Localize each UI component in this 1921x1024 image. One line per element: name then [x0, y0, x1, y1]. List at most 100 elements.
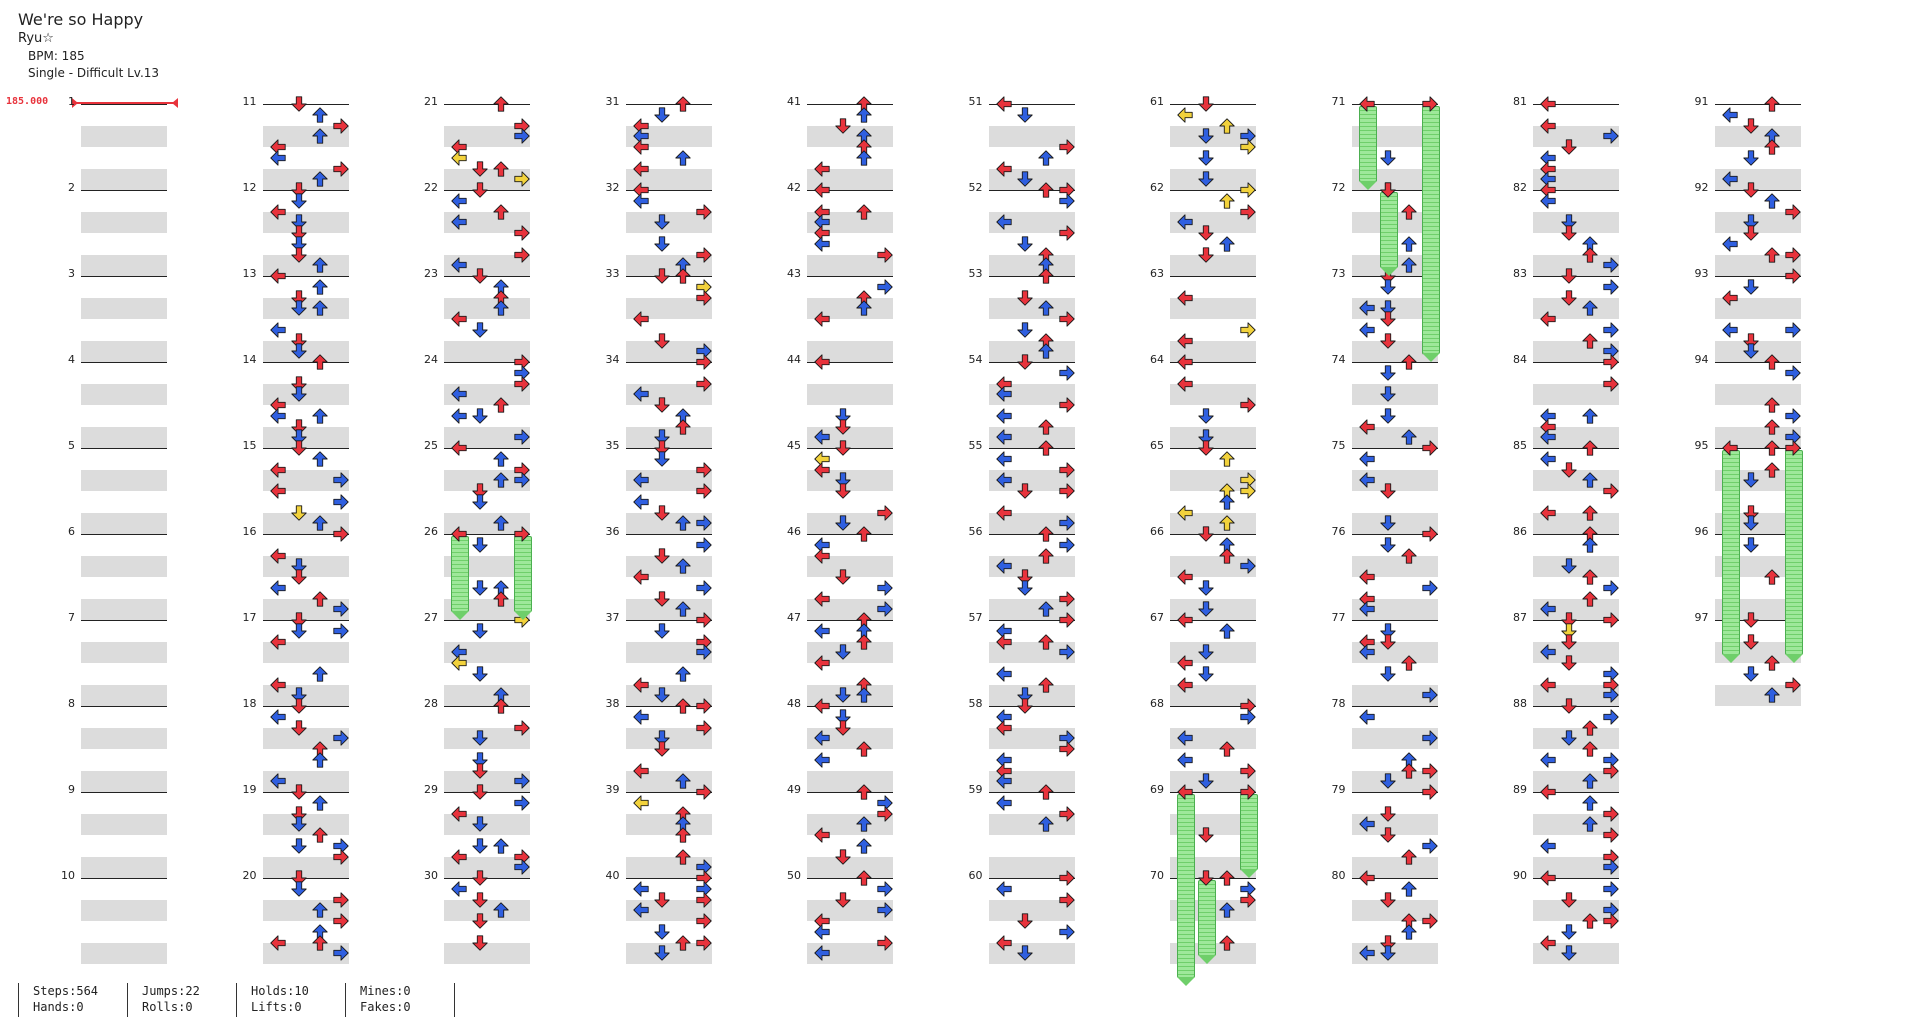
step-arrow — [632, 880, 650, 898]
step-arrow — [1379, 482, 1397, 500]
step-arrow — [1539, 192, 1557, 210]
measure-number: 38 — [605, 697, 620, 710]
step-arrow — [1602, 880, 1620, 898]
step-arrow — [1742, 611, 1760, 629]
step-arrow — [995, 504, 1013, 522]
step-arrow — [813, 547, 831, 565]
beat-band — [444, 770, 530, 792]
step-arrow — [1358, 815, 1376, 833]
measure-number: 27 — [424, 611, 438, 624]
measure-number: 70 — [1150, 869, 1164, 882]
step-arrow — [1058, 590, 1076, 608]
measure-number: 48 — [787, 697, 801, 710]
step-arrow — [471, 622, 489, 640]
measure: 46 — [787, 526, 897, 620]
measure-number: 29 — [424, 783, 438, 796]
step-arrow — [1742, 181, 1760, 199]
step-arrow — [1763, 192, 1781, 210]
beat-band — [988, 856, 1075, 878]
measure: 20 — [243, 870, 353, 964]
step-arrow — [471, 837, 489, 855]
step-arrow — [855, 837, 873, 855]
step-arrow — [813, 203, 831, 221]
hold-head-arrow — [1239, 783, 1257, 801]
step-arrow — [1358, 708, 1376, 726]
step-arrow — [332, 525, 350, 543]
step-arrow — [1539, 149, 1557, 167]
step-arrow — [1176, 568, 1194, 586]
measure: 66 — [1150, 526, 1260, 620]
step-arrow — [269, 407, 287, 425]
measure: 88 — [1513, 698, 1623, 792]
step-arrow — [1239, 482, 1257, 500]
beat-band — [262, 856, 349, 878]
step-arrow — [311, 170, 329, 188]
measure-line — [1533, 448, 1619, 449]
chart-stats: Steps:564 Hands:0 Jumps:22 Rolls:0 Holds… — [18, 983, 455, 1017]
measure: 17 — [243, 612, 353, 706]
beat-band — [81, 555, 167, 577]
beat-band — [444, 211, 530, 233]
stat-fakes: Fakes:0 — [360, 1000, 411, 1014]
measure-number: 85 — [1513, 439, 1527, 452]
step-arrow — [1539, 934, 1557, 952]
step-arrow — [1176, 375, 1194, 393]
measure-number: 94 — [1694, 353, 1709, 366]
step-arrow — [450, 643, 468, 661]
step-arrow — [855, 633, 873, 651]
measure: 58 — [969, 698, 1079, 792]
beat-band — [807, 297, 893, 319]
beat-band — [807, 340, 893, 362]
step-arrow — [1037, 783, 1055, 801]
step-arrow — [695, 697, 713, 715]
step-arrow — [1581, 504, 1599, 522]
beat-band — [81, 856, 167, 878]
step-arrow — [311, 106, 329, 124]
measure: 78 — [1332, 698, 1442, 792]
measure-number: 72 — [1331, 181, 1346, 194]
measure-number: 78 — [1331, 697, 1346, 710]
step-arrow — [653, 504, 671, 522]
step-arrow — [332, 160, 350, 178]
beat-band — [625, 770, 712, 792]
step-arrow — [1742, 213, 1760, 231]
step-arrow — [1218, 901, 1236, 919]
measure-line — [262, 362, 349, 363]
hold-note — [1198, 880, 1216, 964]
measure-number: 34 — [605, 353, 620, 366]
step-arrow — [269, 267, 287, 285]
step-arrow — [813, 622, 831, 640]
measure-number: 91 — [1694, 95, 1709, 108]
step-arrow — [1539, 869, 1557, 887]
beat-band — [1170, 684, 1256, 706]
step-arrow — [1560, 923, 1578, 941]
measure-number: 20 — [242, 869, 257, 882]
measure-number: 21 — [424, 95, 438, 108]
hold-head-arrow — [1784, 439, 1802, 457]
step-arrow — [513, 772, 531, 790]
step-arrow — [1379, 633, 1397, 651]
step-arrow — [1602, 805, 1620, 823]
step-arrow — [1016, 686, 1034, 704]
beat-band — [262, 727, 349, 749]
step-arrow — [1721, 170, 1739, 188]
measure: 48 — [787, 698, 897, 792]
measure-number: 39 — [605, 783, 620, 796]
step-arrow — [653, 235, 671, 253]
step-arrow — [269, 708, 287, 726]
step-arrow — [1239, 396, 1257, 414]
measure: 9 — [68, 784, 171, 878]
step-arrow — [332, 912, 350, 930]
step-arrow — [632, 181, 650, 199]
step-arrow — [1784, 246, 1802, 264]
hold-head-arrow — [1197, 869, 1215, 887]
step-arrow — [1379, 299, 1397, 317]
beat-band — [988, 727, 1075, 749]
step-arrow — [1539, 95, 1557, 113]
step-arrow — [332, 729, 350, 747]
step-arrow — [855, 299, 873, 317]
measure-line — [81, 706, 167, 707]
measure-number: 1 — [68, 95, 75, 108]
step-arrow — [1058, 805, 1076, 823]
step-arrow — [632, 568, 650, 586]
